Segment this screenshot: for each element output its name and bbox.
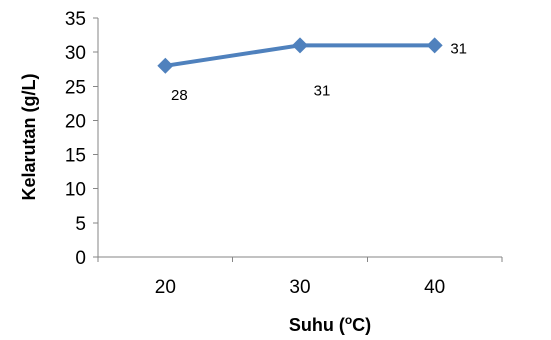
y-axis: 0 5 10 15 20 25 30 35 bbox=[65, 9, 98, 269]
y-tick-label: 35 bbox=[65, 9, 86, 30]
y-tick-label: 10 bbox=[65, 180, 86, 201]
x-axis: 20 30 40 bbox=[98, 257, 502, 298]
series-layer bbox=[157, 37, 442, 73]
diamond-marker bbox=[427, 37, 443, 53]
data-labels-layer: 28 31 31 bbox=[171, 40, 467, 103]
data-label: 31 bbox=[450, 40, 467, 57]
y-tick-label: 30 bbox=[65, 43, 86, 64]
data-label: 28 bbox=[171, 87, 188, 104]
data-label: 31 bbox=[314, 82, 331, 99]
x-tick-label: 30 bbox=[289, 277, 310, 298]
diamond-marker bbox=[292, 37, 308, 53]
y-tick-label: 5 bbox=[75, 214, 86, 235]
y-tick-label: 20 bbox=[65, 111, 86, 132]
y-tick-label: 25 bbox=[65, 77, 86, 98]
x-tick-label: 20 bbox=[155, 277, 176, 298]
y-tick-label: 15 bbox=[65, 146, 86, 167]
y-tick-label: 0 bbox=[75, 248, 86, 269]
x-tick-label: 40 bbox=[424, 277, 445, 298]
diamond-marker bbox=[157, 58, 173, 74]
x-axis-title: Suhu (oC) bbox=[289, 313, 371, 335]
y-axis-title: Kelarutan (g/L) bbox=[19, 73, 39, 200]
